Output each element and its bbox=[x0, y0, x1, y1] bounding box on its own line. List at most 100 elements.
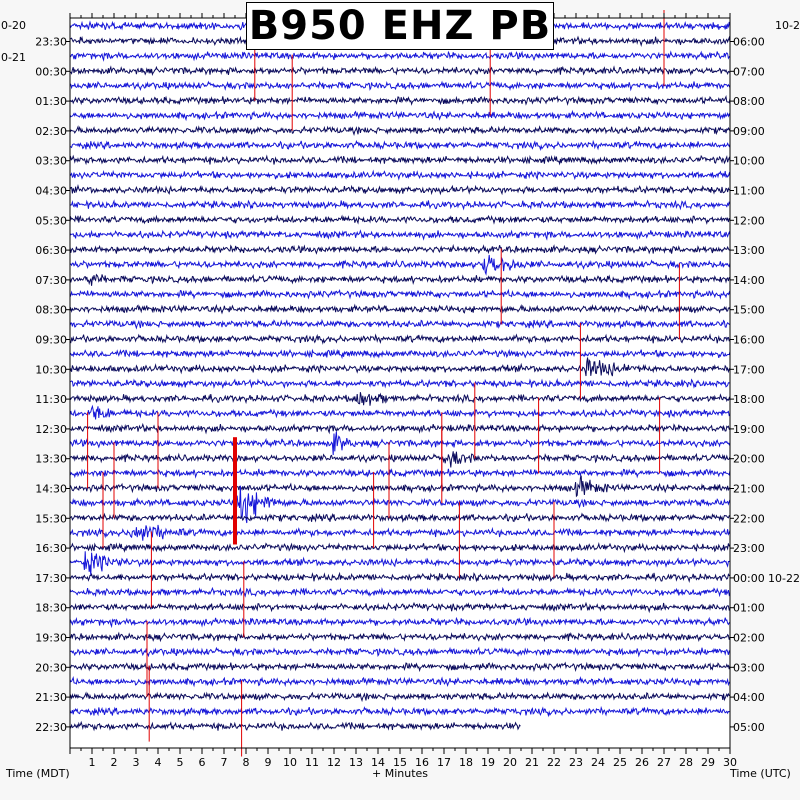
right-time-label: 01:00 bbox=[733, 602, 765, 615]
x-tick-label: 7 bbox=[221, 756, 228, 769]
right-time-label: 11:00 bbox=[733, 185, 765, 198]
x-tick-label: 29 bbox=[701, 756, 715, 769]
seismic-trace bbox=[69, 199, 731, 211]
x-tick-label: 23 bbox=[569, 756, 583, 769]
x-tick-label: 9 bbox=[265, 756, 272, 769]
x-tick-label: 10 bbox=[283, 756, 297, 769]
left-time-label: 16:30 bbox=[35, 542, 67, 555]
seismic-trace bbox=[69, 676, 731, 688]
seismic-trace bbox=[69, 183, 731, 196]
picks bbox=[87, 10, 680, 757]
seismic-trace bbox=[69, 214, 731, 225]
seismic-trace bbox=[69, 691, 731, 703]
seismic-trace bbox=[69, 50, 731, 62]
seismic-trace bbox=[69, 392, 731, 406]
right-time-label: 22:00 bbox=[733, 512, 765, 525]
left-time-label: 13:30 bbox=[35, 453, 67, 466]
seismic-trace bbox=[69, 65, 731, 77]
left-time-label: 19:30 bbox=[35, 632, 67, 645]
left-time-label: 21:30 bbox=[35, 691, 67, 704]
right-time-label: 06:00 bbox=[733, 36, 765, 49]
left-time-label: 15:30 bbox=[35, 512, 67, 525]
x-tick-label: 14 bbox=[371, 756, 385, 769]
right-time-label: 13:00 bbox=[733, 244, 765, 257]
x-tick-label: 25 bbox=[613, 756, 627, 769]
right-time-label: 02:00 bbox=[733, 632, 765, 645]
seismic-trace bbox=[69, 125, 731, 136]
left-time-label: 01:30 bbox=[35, 95, 67, 108]
left-time-label: 00:30 bbox=[35, 65, 67, 78]
seismic-trace bbox=[69, 422, 731, 435]
x-tick-label: 17 bbox=[437, 756, 451, 769]
x-tick-label: 16 bbox=[415, 756, 429, 769]
x-tick-label: 5 bbox=[177, 756, 184, 769]
seismic-trace bbox=[69, 475, 731, 498]
seismic-trace bbox=[69, 512, 731, 523]
left-time-label: 20:30 bbox=[35, 661, 67, 674]
seismic-trace bbox=[69, 348, 731, 360]
left-axis-title: Time (MDT) bbox=[5, 767, 70, 780]
seismic-trace bbox=[69, 661, 731, 673]
x-tick-label: 2 bbox=[111, 756, 118, 769]
x-tick-label: 8 bbox=[243, 756, 250, 769]
seismic-trace bbox=[69, 720, 521, 732]
x-tick-label: 27 bbox=[657, 756, 671, 769]
left-time-label: 10:30 bbox=[35, 363, 67, 376]
seismic-trace bbox=[69, 646, 731, 658]
right-time-label: 17:00 bbox=[733, 363, 765, 376]
seismic-trace bbox=[69, 451, 731, 468]
right-time-label: 10:00 bbox=[733, 155, 765, 168]
left-time-label: 07:30 bbox=[35, 274, 67, 287]
seismic-trace bbox=[69, 404, 731, 420]
left-time-label: 02:30 bbox=[35, 125, 67, 138]
right-time-label: 14:00 bbox=[733, 274, 765, 287]
right-date-label: 10-22 bbox=[768, 572, 800, 585]
x-axis-title: + Minutes bbox=[372, 767, 428, 780]
seismic-trace bbox=[69, 94, 731, 106]
seismic-trace bbox=[69, 318, 731, 330]
left-time-label: 12:30 bbox=[35, 423, 67, 436]
seismic-trace bbox=[69, 468, 731, 479]
left-time-label: 23:30 bbox=[35, 36, 67, 49]
right-time-label: 12:00 bbox=[733, 214, 765, 227]
seismic-trace bbox=[69, 431, 731, 456]
right-time-label: 07:00 bbox=[733, 65, 765, 78]
x-tick-label: 30 bbox=[723, 756, 737, 769]
seismic-trace bbox=[69, 541, 731, 554]
x-tick-label: 11 bbox=[305, 756, 319, 769]
x-tick-label: 28 bbox=[679, 756, 693, 769]
left-time-label: 06:30 bbox=[35, 244, 67, 257]
left-time-label: 08:30 bbox=[35, 304, 67, 317]
right-axis-title: Time (UTC) bbox=[729, 767, 791, 780]
seismic-trace bbox=[69, 109, 731, 122]
right-time-label: 19:00 bbox=[733, 423, 765, 436]
right-time-label: 03:00 bbox=[733, 661, 765, 674]
x-tick-label: 4 bbox=[155, 756, 162, 769]
x-tick-label: 19 bbox=[481, 756, 495, 769]
seismic-trace bbox=[69, 273, 731, 286]
seismic-trace bbox=[69, 524, 731, 541]
seismic-trace bbox=[69, 333, 731, 345]
seismic-trace bbox=[69, 551, 731, 577]
seismic-trace bbox=[69, 571, 731, 583]
left-time-label: 03:30 bbox=[35, 155, 67, 168]
right-time-label: 08:00 bbox=[733, 95, 765, 108]
seismic-trace bbox=[69, 229, 731, 241]
left-time-label: 09:30 bbox=[35, 334, 67, 347]
x-tick-label: 15 bbox=[393, 756, 407, 769]
right-time-label: 23:00 bbox=[733, 542, 765, 555]
left-time-label: 14:30 bbox=[35, 483, 67, 496]
seismic-trace bbox=[69, 378, 731, 390]
x-tick-label: 6 bbox=[199, 756, 206, 769]
seismic-trace bbox=[69, 139, 731, 152]
left-time-label: 22:30 bbox=[35, 721, 67, 734]
seismic-trace bbox=[69, 357, 731, 377]
x-tick-label: 18 bbox=[459, 756, 473, 769]
left-time-label: 05:30 bbox=[35, 214, 67, 227]
seismic-trace bbox=[69, 303, 731, 315]
right-time-label: 09:00 bbox=[733, 125, 765, 138]
traces bbox=[69, 20, 731, 732]
x-tick-label: 22 bbox=[547, 756, 561, 769]
right-date-label-top: 10-2 bbox=[775, 19, 800, 32]
x-tick-label: 13 bbox=[349, 756, 363, 769]
